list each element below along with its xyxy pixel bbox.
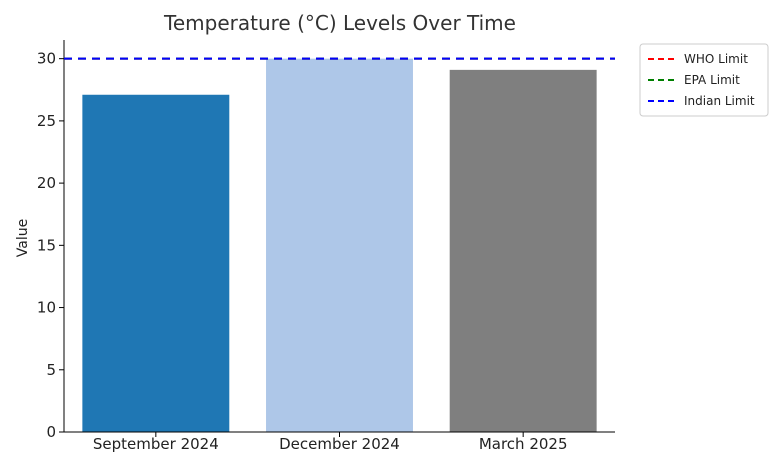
- y-tick-label: 30: [37, 50, 56, 68]
- legend-label: EPA Limit: [684, 73, 740, 87]
- bar: [449, 69, 597, 432]
- x-tick-label: September 2024: [93, 435, 219, 452]
- y-tick-label: 5: [46, 361, 56, 379]
- y-tick-label: 0: [46, 423, 56, 441]
- legend-label: WHO Limit: [684, 52, 748, 66]
- bar: [266, 58, 413, 433]
- plot-area: 0 5 10 15 20 25 30 September 2024 December 2024 M…: [37, 40, 615, 452]
- y-tick-label: 25: [37, 112, 56, 130]
- bar: [82, 94, 230, 432]
- y-tick-label: 15: [37, 236, 56, 254]
- legend: WHO Limit EPA Limit Indian Limit: [639, 43, 769, 117]
- y-tick-label: 10: [37, 299, 56, 317]
- chart-title: Temperature (°C) Levels Over Time: [163, 11, 516, 35]
- x-tick-label: March 2025: [479, 435, 568, 452]
- legend-label: Indian Limit: [684, 94, 755, 108]
- x-tick-label: December 2024: [279, 435, 400, 452]
- legend-box: [639, 43, 769, 117]
- y-tick-label: 20: [37, 174, 56, 192]
- y-axis-label: Value: [15, 219, 31, 257]
